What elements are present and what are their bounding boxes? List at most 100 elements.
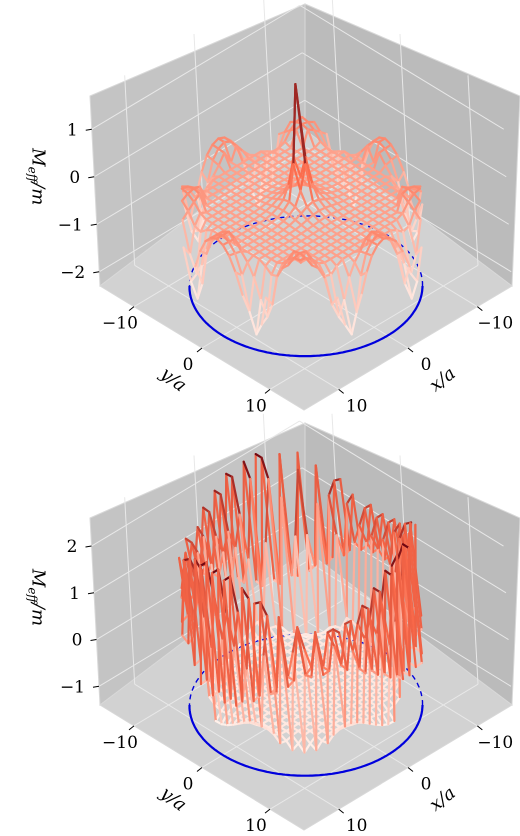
surface-segment [280,496,284,629]
surface-segment [264,296,274,306]
surface-segment [247,558,259,624]
x-tick-label: −10 [477,314,513,334]
surface-segment [292,628,299,682]
surface-segment [180,187,189,195]
surface-segment [316,502,320,636]
surface-segment [196,282,204,300]
surface-segment [343,299,353,336]
z-tick [85,545,92,548]
surface-segment [318,198,327,209]
surface-segment [248,310,258,336]
surface-segment [317,267,326,279]
grid-line-x-wall [124,497,136,685]
surface-segment [227,254,237,274]
surface-segment [234,546,247,638]
surface-segment [259,601,272,695]
surface-segment [381,689,390,696]
surface-segment [294,189,302,208]
surface-segment [254,161,264,180]
surface-segment [188,253,198,275]
surface-segment [349,619,361,670]
surface-segment [359,237,367,253]
surface-segment [187,557,191,645]
surface-segment [300,212,309,221]
surface-segment [319,130,328,149]
surface-segment [403,265,411,285]
surface-segment [389,143,399,157]
z-tick [90,639,97,642]
surface-segment [294,212,303,221]
surface-segment [222,579,226,704]
surface-segment [282,224,291,231]
surface-segment [287,650,294,679]
surface-segment [346,619,352,671]
surface-segment [318,220,327,228]
surface-segment [276,191,285,201]
surface-segment [294,223,303,231]
surface-segment [223,151,232,171]
surface-segment [388,236,397,243]
surface-segment [270,225,279,232]
surface-segment [241,149,250,160]
surface-segment [221,234,230,243]
z-tick-label: −1 [58,215,83,235]
surface-segment [276,216,285,223]
surface-segment [343,276,351,302]
surface-segment [221,240,230,247]
surface-segment [360,144,369,164]
surface-segment [198,192,208,214]
surface-segment [252,276,262,302]
surface-segment [282,182,290,201]
surface-segment [378,164,387,175]
surface-segment [282,209,291,216]
surface-segment [416,246,423,283]
surface-segment [409,272,419,283]
surface-segment [210,535,218,566]
surface-segment [376,234,385,240]
surface-segment [264,264,273,276]
surface-segment [217,137,226,144]
surface-segment [372,587,381,594]
grid-line-y-wall [399,33,411,225]
surface-segment [358,507,366,527]
surface-segment [246,250,255,257]
surface-segment [300,205,309,215]
surface-segment [334,534,338,628]
surface-segment [294,218,303,227]
surface-segment [189,280,199,300]
surface-segment [358,667,367,675]
surface-segment [390,179,399,189]
surface-segment [194,249,202,268]
surface-segment [193,224,202,233]
surface-segment [260,296,268,326]
surface-segment [304,250,314,261]
surface-segment [199,564,203,686]
grid-line-z-right [299,4,505,130]
surface-segment [347,254,356,264]
y-tick-label: −10 [102,314,138,334]
surface-segment [260,725,270,731]
surface-segment [401,200,410,215]
surface-segment [252,602,256,703]
surface-segment [390,573,405,681]
surface-segment [348,276,358,314]
y-tick-label: 10 [245,816,267,836]
surface-segment [372,151,381,171]
surface-segment [202,506,211,514]
surface-segment [353,261,363,277]
surface-segment [192,187,201,196]
surface-segment [370,516,378,538]
surface-segment [240,587,255,703]
surface-segment [217,141,226,150]
surface-segment [258,254,267,261]
surface-segment [323,276,334,306]
surface-segment [200,154,208,174]
surface-segment [293,535,297,636]
surface-segment [335,257,344,268]
surface-segment [196,525,205,539]
surface-segment [271,276,278,306]
surface-segment [255,299,262,336]
surface-segment [330,303,340,318]
surface-segment [370,230,379,237]
surface-segment [362,637,366,724]
